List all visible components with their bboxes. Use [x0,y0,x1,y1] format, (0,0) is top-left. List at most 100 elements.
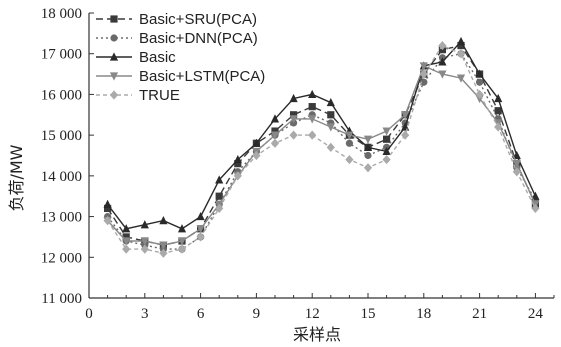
data-point [159,216,168,225]
x-tick-label: 0 [85,306,93,322]
legend-label: Basic+SRU(PCA) [139,11,257,28]
data-point [364,151,372,160]
data-point [457,41,465,50]
data-point [196,211,205,221]
data-point [382,146,391,156]
data-point [438,70,447,79]
data-point [271,127,279,135]
y-tick-label: 13 000 [41,210,82,226]
legend-item: Basic+DNN(PCA) [96,30,258,47]
data-point [103,216,112,226]
data-point [270,131,280,140]
data-point [326,142,335,152]
data-point [326,97,335,107]
data-point [252,138,261,147]
legend-marker [110,15,118,23]
x-tick-label: 12 [305,306,320,322]
data-point [196,232,205,242]
data-point [122,224,131,233]
data-point [456,36,466,46]
legend-item: Basic+LSTM(PCA) [96,68,265,85]
data-point [177,244,187,254]
data-point [308,103,316,111]
data-point [233,154,242,164]
data-point [122,244,131,254]
data-point [215,192,223,200]
y-tick-label: 14 000 [41,169,82,185]
data-point [494,107,502,115]
data-point [327,111,335,119]
x-tick-label: 24 [528,306,544,322]
data-point [531,203,540,214]
series-line [107,52,537,250]
data-point [104,204,112,213]
legend-label: Basic+DNN(PCA) [139,30,258,47]
x-axis-label: 采样点 [293,325,341,344]
legend-marker [109,52,119,61]
y-axis-ticks: 11 000 12 000 13 000 14 000 15 000 16 000 17 0… [41,6,94,307]
data-point [531,191,540,200]
legend-marker [109,90,119,100]
y-tick-label: 12 000 [41,250,82,266]
data-point [419,69,428,79]
x-tick-label: 9 [253,306,261,322]
data-point [140,220,149,229]
data-point [177,224,187,233]
data-point [159,241,168,250]
data-point [512,160,521,169]
legend-marker [109,72,119,81]
data-point [475,89,484,100]
legend-item: Basic [96,49,176,66]
data-point [494,122,503,132]
y-tick-label: 17 000 [41,47,82,63]
legend: Basic+SRU(PCA) Basic+DNN(PCA) Basic Basic+L… [96,11,265,104]
legend-marker [110,34,118,42]
x-tick-label: 6 [197,306,205,322]
data-point [420,78,428,86]
data-point [345,131,354,140]
data-point [252,150,261,161]
data-point [512,167,521,177]
y-axis-label: 负荷/MW [7,144,26,211]
data-point [308,130,317,140]
data-point [476,78,484,86]
data-point [438,40,447,51]
data-point [419,62,428,71]
data-point [140,244,149,254]
axes [88,13,554,299]
legend-label: Basic+LSTM(PCA) [139,68,265,85]
data-point [103,199,112,208]
data-point [308,115,317,124]
data-point [512,150,521,160]
data-point [456,74,466,83]
data-point [345,139,353,147]
x-axis-ticks: 0 3 6 9 12 15 18 21 24 [85,293,555,322]
data-point [215,203,224,214]
data-point [363,135,373,144]
data-point [401,130,410,140]
x-tick-label: 15 [361,306,376,322]
data-point [438,57,447,66]
x-tick-label: 21 [472,306,487,322]
data-point [270,114,280,123]
y-tick-label: 11 000 [41,291,82,307]
data-point [290,111,298,119]
data-point [289,93,298,103]
data-point [234,160,242,168]
y-tick-label: 18 000 [41,6,82,22]
data-point [289,115,298,124]
series-line [107,64,537,246]
y-tick-label: 16 000 [41,87,82,103]
series-layer [103,36,540,258]
legend-item: TRUE [96,87,180,104]
data-point [494,93,503,103]
data-point [215,175,224,184]
data-point [382,154,391,165]
data-point [122,237,131,246]
legend-label: Basic [139,49,176,66]
data-point [326,123,335,132]
data-point [122,233,130,241]
data-point [456,49,466,59]
data-point [177,237,187,246]
